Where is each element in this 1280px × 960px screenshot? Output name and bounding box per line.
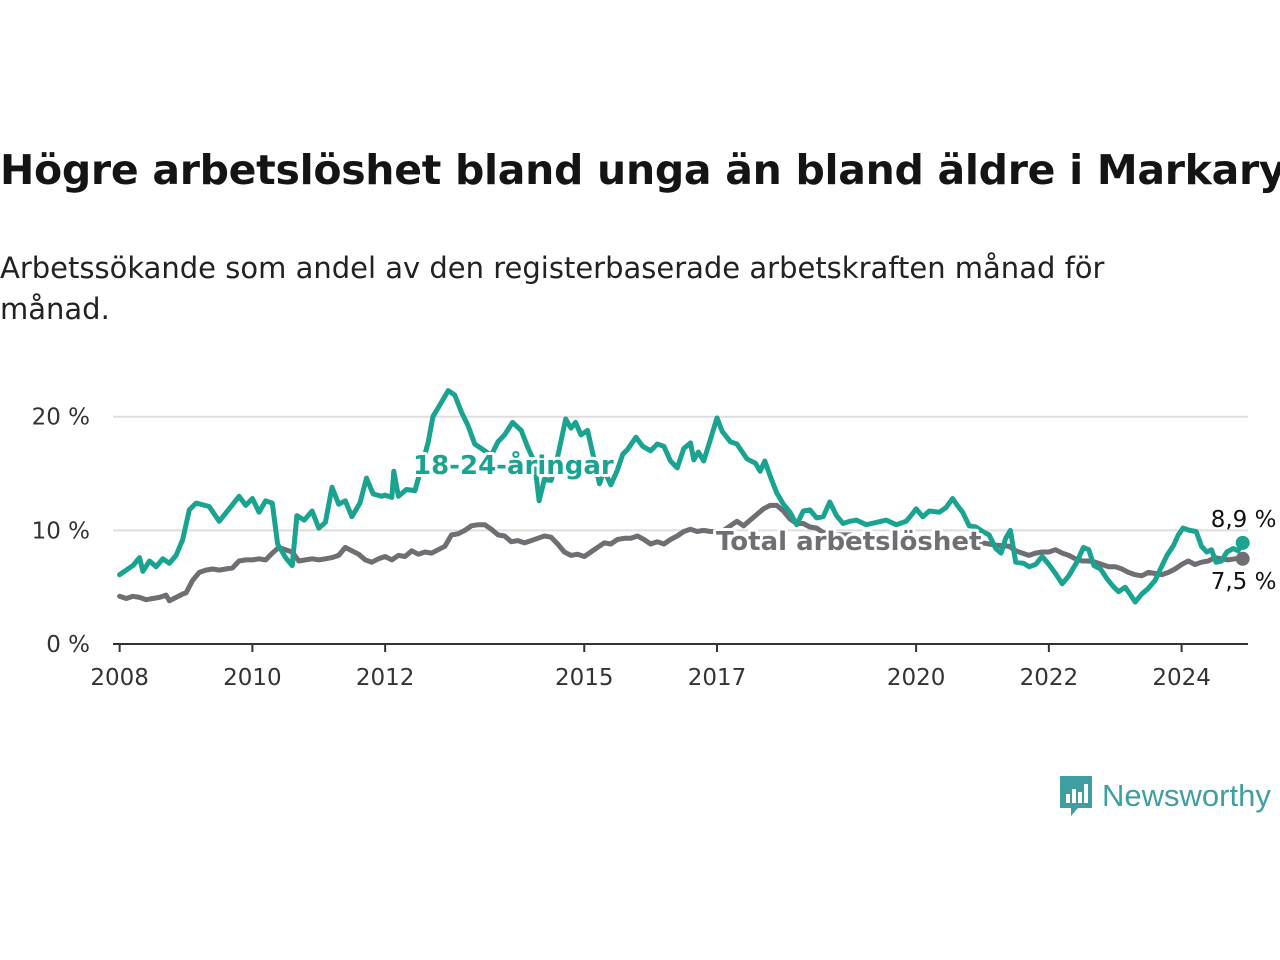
end-marker-total [1235, 551, 1250, 566]
x-tick-label: 2017 [688, 665, 747, 691]
series-line-total [117, 502, 1246, 604]
x-tick-label: 2012 [356, 665, 415, 691]
x-axis: 2008 2010 2012 2015 2017 2020 2022 2024 [90, 643, 1248, 691]
series-label-youth: 18-24-åringar [413, 449, 614, 481]
series-labels: 18-24-åringar Total arbetslöshet 8,9 % 7,5 … [410, 446, 1277, 595]
y-tick-label: 0 % [46, 632, 90, 658]
chart-title: Högre arbetslöshet bland unga än bland ä… [0, 146, 1280, 194]
chart-subtitle: Arbetssökande som andel av den registerb… [0, 251, 1105, 326]
line-chart: 0 % 10 % 20 % 2008 2010 2012 2015 2017 2020 2022… [32, 388, 1277, 691]
newsworthy-logo[interactable]: Newsworthy [1058, 774, 1271, 818]
bar-chart-speech-bubble-icon [1060, 776, 1092, 816]
end-value-youth: 8,9 % [1211, 507, 1277, 533]
x-tick-label: 2024 [1152, 665, 1211, 691]
series-label-total: Total arbetslöshet [716, 527, 981, 557]
y-tick-label: 10 % [32, 518, 90, 544]
brand-name: Newsworthy [1102, 778, 1271, 813]
x-tick-label: 2015 [555, 665, 614, 691]
x-tick-label: 2020 [887, 665, 946, 691]
x-tick-label: 2022 [1020, 665, 1079, 691]
gridlines: 0 % 10 % 20 % [32, 405, 1248, 658]
end-marker-youth [1235, 535, 1250, 550]
end-value-total: 7,5 % [1211, 569, 1277, 595]
x-tick-label: 2008 [90, 665, 149, 691]
x-tick-label: 2010 [223, 665, 282, 691]
y-tick-label: 20 % [32, 405, 90, 431]
series-line-youth [117, 388, 1246, 605]
series-lines [117, 388, 1250, 605]
